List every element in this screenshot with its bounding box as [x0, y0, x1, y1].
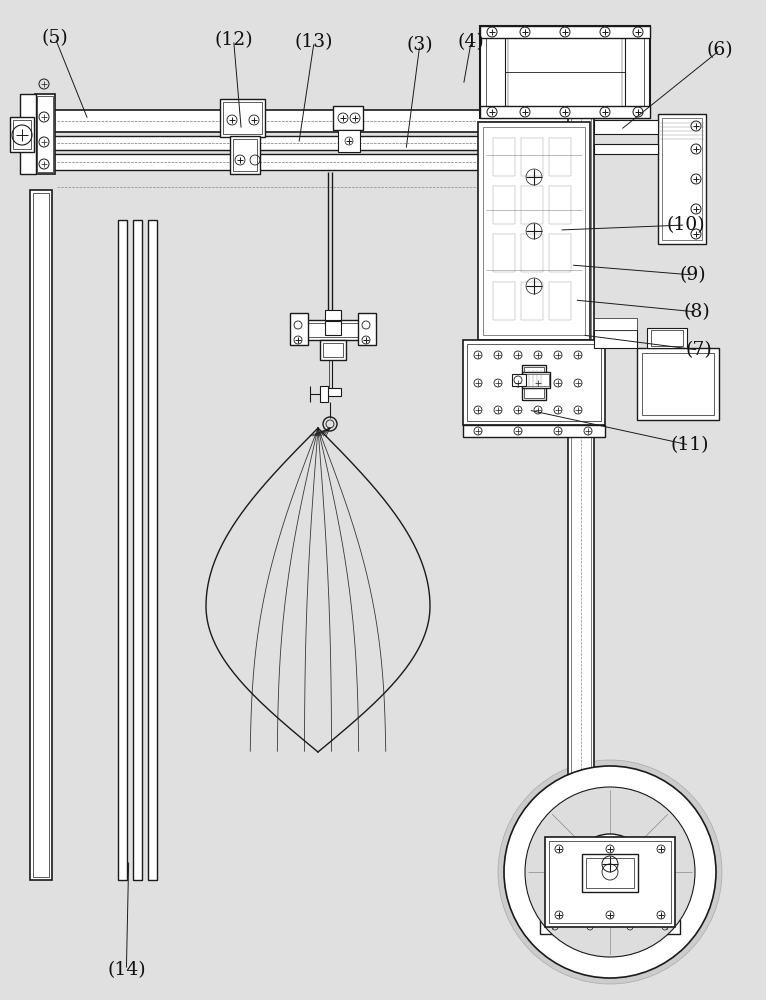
- Bar: [300, 320, 362, 340]
- Circle shape: [602, 864, 618, 880]
- Bar: [480, 106, 650, 118]
- Bar: [480, 26, 650, 38]
- Bar: [478, 122, 590, 340]
- Circle shape: [572, 834, 648, 910]
- Bar: [483, 127, 585, 335]
- Bar: [35, 94, 55, 174]
- Text: (7): (7): [686, 341, 712, 359]
- Bar: [37, 96, 53, 172]
- Bar: [325, 321, 341, 335]
- Bar: [52, 110, 572, 132]
- Text: (9): (9): [680, 266, 706, 284]
- Bar: [549, 841, 671, 923]
- Text: (14): (14): [107, 961, 146, 979]
- Bar: [568, 38, 594, 870]
- Bar: [594, 120, 658, 134]
- Bar: [571, 41, 591, 867]
- Text: (13): (13): [295, 33, 333, 51]
- Bar: [521, 282, 543, 320]
- Bar: [230, 136, 260, 174]
- Circle shape: [498, 760, 722, 984]
- Bar: [582, 854, 638, 892]
- Bar: [493, 186, 515, 224]
- Bar: [549, 282, 571, 320]
- Bar: [52, 154, 572, 170]
- Bar: [594, 144, 658, 154]
- Bar: [637, 348, 719, 420]
- Bar: [323, 388, 341, 396]
- Bar: [325, 310, 341, 320]
- Text: (6): (6): [707, 41, 733, 59]
- Bar: [233, 139, 257, 171]
- Bar: [13, 120, 31, 149]
- Bar: [586, 858, 634, 888]
- Bar: [493, 234, 515, 272]
- Circle shape: [525, 787, 695, 957]
- Bar: [320, 340, 346, 360]
- Bar: [521, 234, 543, 272]
- Bar: [540, 920, 680, 934]
- Bar: [549, 186, 571, 224]
- Text: (5): (5): [42, 29, 68, 47]
- Bar: [545, 837, 675, 927]
- Bar: [523, 374, 549, 386]
- Bar: [493, 138, 515, 176]
- Bar: [658, 114, 706, 244]
- Bar: [647, 328, 687, 348]
- Bar: [30, 190, 52, 880]
- Bar: [594, 318, 637, 330]
- Bar: [467, 344, 601, 421]
- Text: (8): (8): [684, 303, 710, 321]
- Text: (3): (3): [407, 36, 433, 54]
- Bar: [524, 367, 544, 398]
- Bar: [223, 102, 262, 134]
- Bar: [642, 353, 714, 415]
- Bar: [493, 282, 515, 320]
- Bar: [290, 313, 308, 345]
- Bar: [486, 32, 644, 112]
- Bar: [594, 330, 637, 348]
- Bar: [463, 340, 605, 425]
- Circle shape: [596, 858, 624, 886]
- Circle shape: [504, 766, 716, 978]
- Text: (10): (10): [666, 216, 705, 234]
- Bar: [512, 374, 526, 386]
- Bar: [651, 330, 683, 346]
- Bar: [10, 117, 34, 152]
- Bar: [662, 118, 702, 240]
- Text: (11): (11): [670, 436, 709, 454]
- Bar: [148, 220, 157, 880]
- Bar: [20, 94, 36, 174]
- Bar: [358, 313, 376, 345]
- Bar: [33, 193, 49, 877]
- Bar: [303, 323, 359, 337]
- Bar: [522, 365, 546, 400]
- Bar: [480, 26, 650, 118]
- Bar: [521, 186, 543, 224]
- Bar: [118, 220, 127, 880]
- Text: (12): (12): [214, 31, 253, 49]
- Bar: [522, 372, 550, 388]
- Text: (4): (4): [458, 33, 484, 51]
- Bar: [323, 343, 343, 357]
- Bar: [463, 425, 605, 437]
- Bar: [133, 220, 142, 880]
- Bar: [549, 234, 571, 272]
- Bar: [333, 106, 363, 130]
- Bar: [549, 138, 571, 176]
- Bar: [52, 136, 572, 150]
- Bar: [338, 130, 360, 152]
- Bar: [521, 138, 543, 176]
- Bar: [220, 99, 265, 137]
- Bar: [320, 386, 328, 402]
